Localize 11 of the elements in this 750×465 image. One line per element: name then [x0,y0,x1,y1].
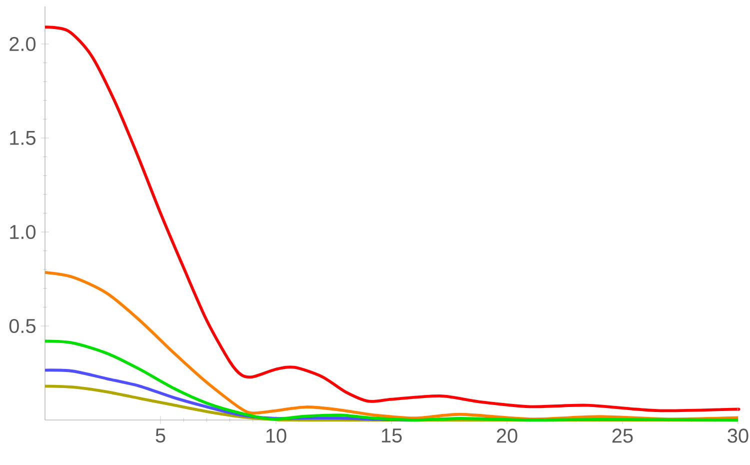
y-tick-label: 1.0 [10,224,36,240]
x-tick-label: 10 [266,428,286,443]
y-tick-label: 2.0 [10,36,36,52]
line-series [44,26,740,412]
y-tick-label: 1.5 [10,131,36,145]
x-tick-label: 25 [612,428,633,443]
x-tick-label: 5 [156,428,166,443]
y-tick-label: 0.5 [9,318,36,334]
x-tick-label: 20 [496,428,518,443]
x-tick-label: 30 [728,428,748,443]
x-tick-label: 15 [382,428,402,443]
